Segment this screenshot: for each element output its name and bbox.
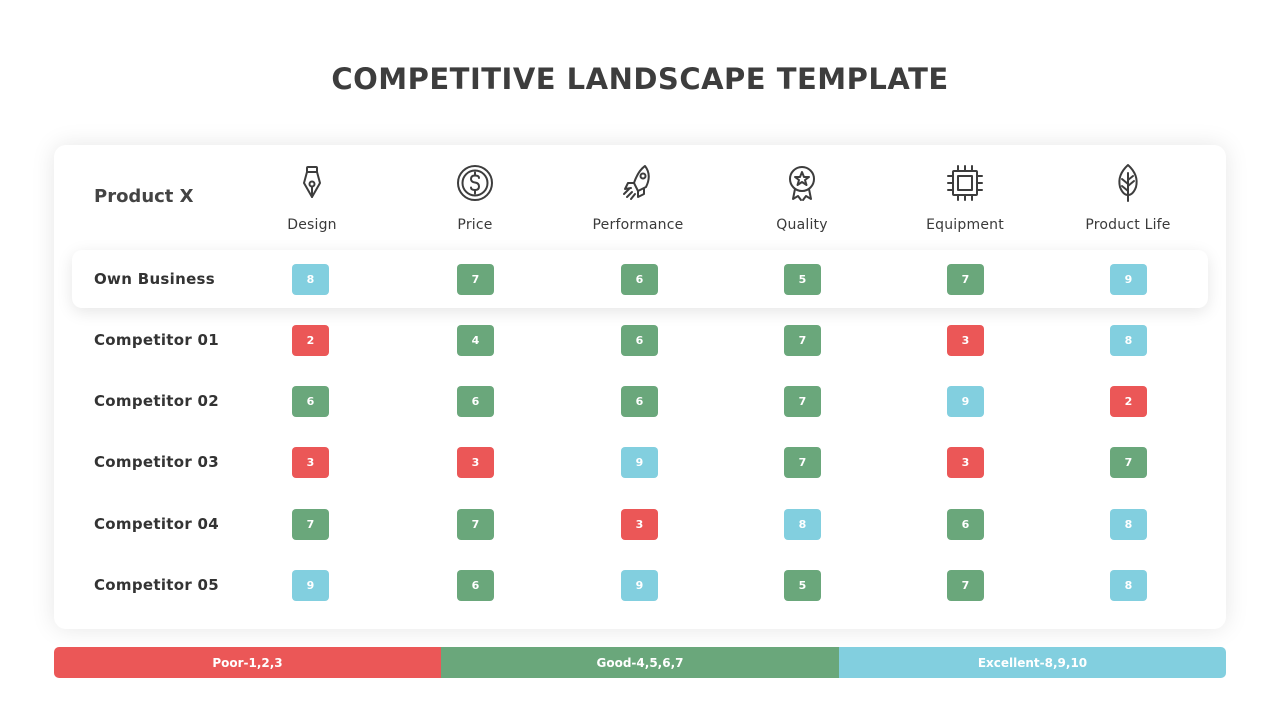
rating-legend: Poor-1,2,3 Good-4,5,6,7 Excellent-8,9,10 (54, 647, 1226, 678)
score-badge: 7 (292, 508, 329, 540)
column-header-design: Design (237, 163, 387, 233)
score-badge: 3 (947, 446, 984, 478)
score-badge: 8 (1110, 569, 1147, 601)
score-badge: 2 (1110, 385, 1147, 417)
column-label: Design (287, 217, 337, 233)
score-badge: 7 (947, 569, 984, 601)
column-label: Equipment (926, 217, 1004, 233)
table-row-own-business: Own Business 8 7 6 5 7 9 (72, 250, 1208, 308)
score-badge: 9 (947, 385, 984, 417)
leaf-icon (1108, 163, 1148, 203)
column-header-performance: Performance (563, 163, 713, 233)
score-badge: 2 (292, 324, 329, 356)
page-title: COMPETITIVE LANDSCAPE TEMPLATE (331, 62, 949, 96)
score-badge: 5 (784, 569, 821, 601)
column-label: Product Life (1085, 217, 1171, 233)
microchip-icon (945, 163, 985, 203)
score-badge: 8 (1110, 508, 1147, 540)
score-badge: 6 (292, 385, 329, 417)
row-label: Competitor 03 (94, 453, 220, 471)
dollar-coin-icon (455, 163, 495, 203)
score-badge: 9 (292, 569, 329, 601)
score-badge: 7 (784, 324, 821, 356)
score-badge: 6 (621, 263, 658, 295)
comparison-table: Product X Design Price (54, 145, 1226, 629)
score-badge: 7 (784, 385, 821, 417)
column-header-price: Price (400, 163, 550, 233)
legend-good: Good-4,5,6,7 (441, 647, 839, 678)
table-row-competitor-02: Competitor 02 6 6 6 7 9 2 (72, 372, 1208, 430)
score-badge: 7 (457, 508, 494, 540)
score-badge: 3 (947, 324, 984, 356)
rocket-icon (618, 163, 658, 203)
pen-nib-icon (292, 163, 332, 203)
score-badge: 7 (457, 263, 494, 295)
score-badge: 8 (292, 263, 329, 295)
legend-excellent: Excellent-8,9,10 (839, 647, 1226, 678)
score-badge: 7 (1110, 446, 1147, 478)
award-badge-icon (782, 163, 822, 203)
score-badge: 6 (621, 324, 658, 356)
score-badge: 4 (457, 324, 494, 356)
score-badge: 6 (947, 508, 984, 540)
column-header-product-life: Product Life (1053, 163, 1203, 233)
score-badge: 7 (947, 263, 984, 295)
row-label: Competitor 05 (94, 576, 220, 594)
score-badge: 9 (1110, 263, 1147, 295)
score-badge: 3 (292, 446, 329, 478)
score-badge: 9 (621, 446, 658, 478)
score-badge: 6 (457, 385, 494, 417)
column-label: Price (457, 217, 493, 233)
table-row-competitor-01: Competitor 01 2 4 6 7 3 8 (72, 311, 1208, 369)
column-label: Quality (776, 217, 828, 233)
column-label: Performance (592, 217, 684, 233)
score-badge: 3 (621, 508, 658, 540)
product-label: Product X (94, 186, 194, 207)
row-label: Competitor 01 (94, 331, 220, 349)
column-header-equipment: Equipment (890, 163, 1040, 233)
table-row-competitor-05: Competitor 05 9 6 9 5 7 8 (72, 556, 1208, 614)
score-badge: 8 (784, 508, 821, 540)
score-badge: 5 (784, 263, 821, 295)
row-label: Competitor 04 (94, 515, 220, 533)
table-row-competitor-04: Competitor 04 7 7 3 8 6 8 (72, 495, 1208, 553)
score-badge: 7 (784, 446, 821, 478)
score-badge: 6 (457, 569, 494, 601)
legend-poor: Poor-1,2,3 (54, 647, 441, 678)
score-badge: 9 (621, 569, 658, 601)
score-badge: 6 (621, 385, 658, 417)
score-badge: 8 (1110, 324, 1147, 356)
row-label: Competitor 02 (94, 392, 220, 410)
table-row-competitor-03: Competitor 03 3 3 9 7 3 7 (72, 433, 1208, 491)
row-label: Own Business (94, 270, 215, 288)
score-badge: 3 (457, 446, 494, 478)
column-header-quality: Quality (727, 163, 877, 233)
